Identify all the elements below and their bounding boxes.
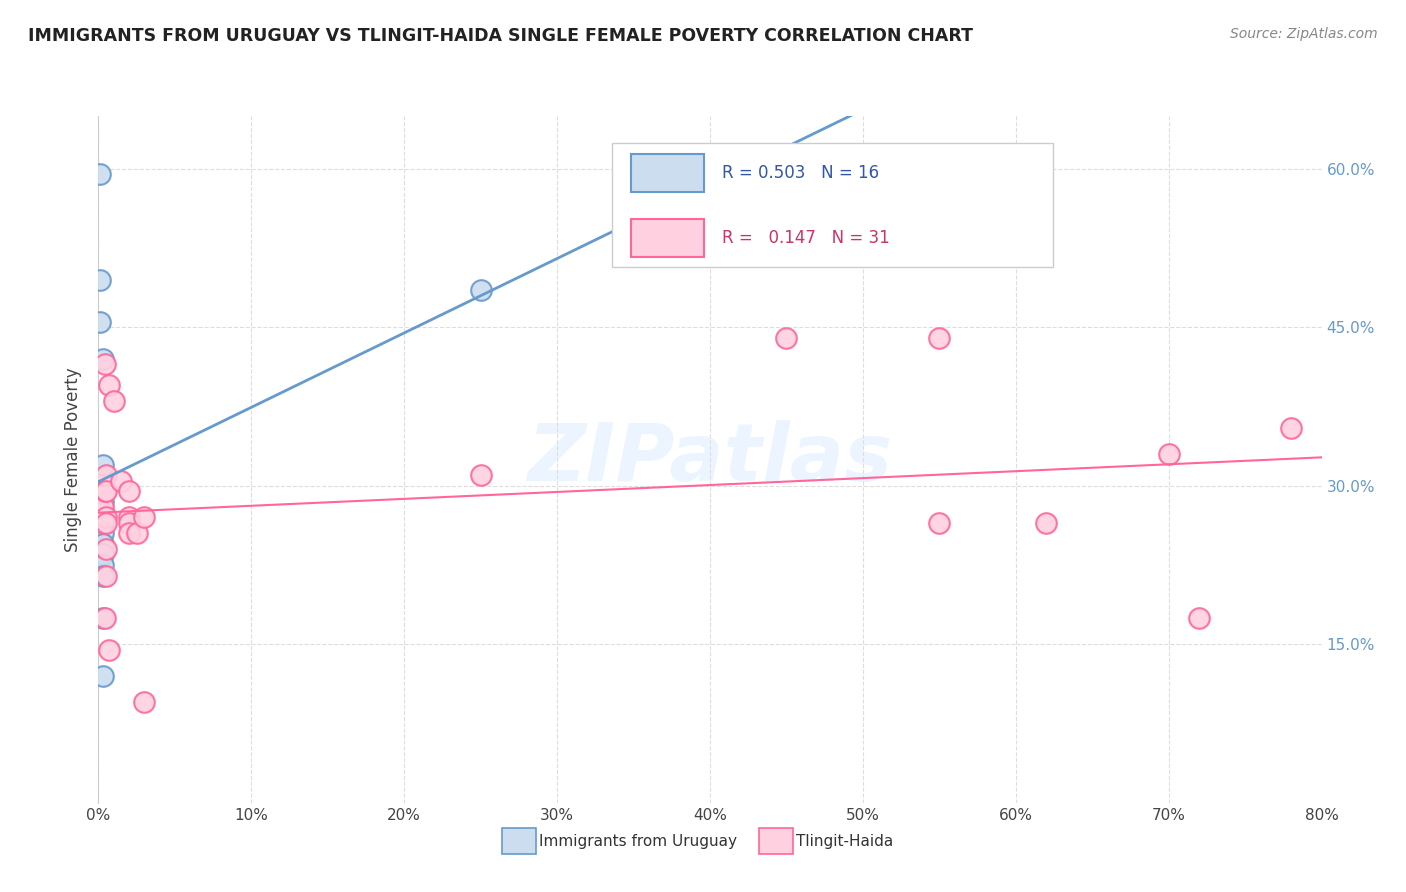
Point [103, 394, 125, 409]
Point [1188, 611, 1211, 625]
Text: Tlingit-Haida: Tlingit-Haida [796, 834, 893, 849]
Point [118, 526, 141, 541]
Point [91, 568, 114, 582]
Point [91, 484, 114, 499]
Text: Source: ZipAtlas.com: Source: ZipAtlas.com [1230, 27, 1378, 41]
Point [470, 283, 492, 297]
Point [110, 474, 132, 488]
Point [1279, 420, 1302, 434]
Point [928, 516, 950, 530]
Point [91, 516, 114, 530]
Point [98, 642, 121, 657]
Point [91, 505, 114, 519]
Text: ZIPatlas: ZIPatlas [527, 420, 893, 499]
Point [118, 510, 141, 524]
Y-axis label: Single Female Poverty: Single Female Poverty [65, 368, 83, 551]
Point [94, 468, 117, 483]
Point [91, 458, 114, 472]
Point [91, 516, 114, 530]
Point [125, 526, 148, 541]
Point [93, 484, 115, 499]
Point [94, 542, 117, 557]
Point [118, 516, 141, 530]
Point [134, 510, 156, 524]
Point [928, 331, 950, 345]
Bar [630, 153, 704, 192]
Point [134, 695, 156, 709]
Text: IMMIGRANTS FROM URUGUAY VS TLINGIT-HAIDA SINGLE FEMALE POVERTY CORRELATION CHART: IMMIGRANTS FROM URUGUAY VS TLINGIT-HAIDA… [28, 27, 973, 45]
Point [91, 526, 114, 541]
Point [91, 558, 114, 572]
Point [94, 516, 117, 530]
Point [1157, 447, 1180, 461]
Point [91, 669, 114, 683]
Text: R =   0.147   N = 31: R = 0.147 N = 31 [723, 229, 890, 247]
Point [91, 494, 114, 508]
Bar [759, 828, 793, 855]
Point [93, 611, 115, 625]
Point [98, 378, 121, 392]
Point [94, 568, 117, 582]
Point [91, 351, 114, 366]
Bar [630, 219, 704, 257]
Text: R = 0.503   N = 16: R = 0.503 N = 16 [723, 163, 879, 182]
Point [91, 548, 114, 562]
Bar [502, 828, 536, 855]
FancyBboxPatch shape [612, 144, 1053, 267]
Point [89, 273, 111, 287]
Point [118, 484, 141, 499]
Point [1035, 516, 1057, 530]
Text: Immigrants from Uruguay: Immigrants from Uruguay [538, 834, 737, 849]
Point [94, 484, 117, 499]
Point [91, 537, 114, 551]
Point [89, 315, 111, 329]
Point [93, 357, 115, 371]
Point [775, 331, 797, 345]
Point [470, 468, 492, 483]
Point [94, 510, 117, 524]
Point [91, 500, 114, 514]
Point [89, 167, 111, 181]
Point [91, 611, 114, 625]
